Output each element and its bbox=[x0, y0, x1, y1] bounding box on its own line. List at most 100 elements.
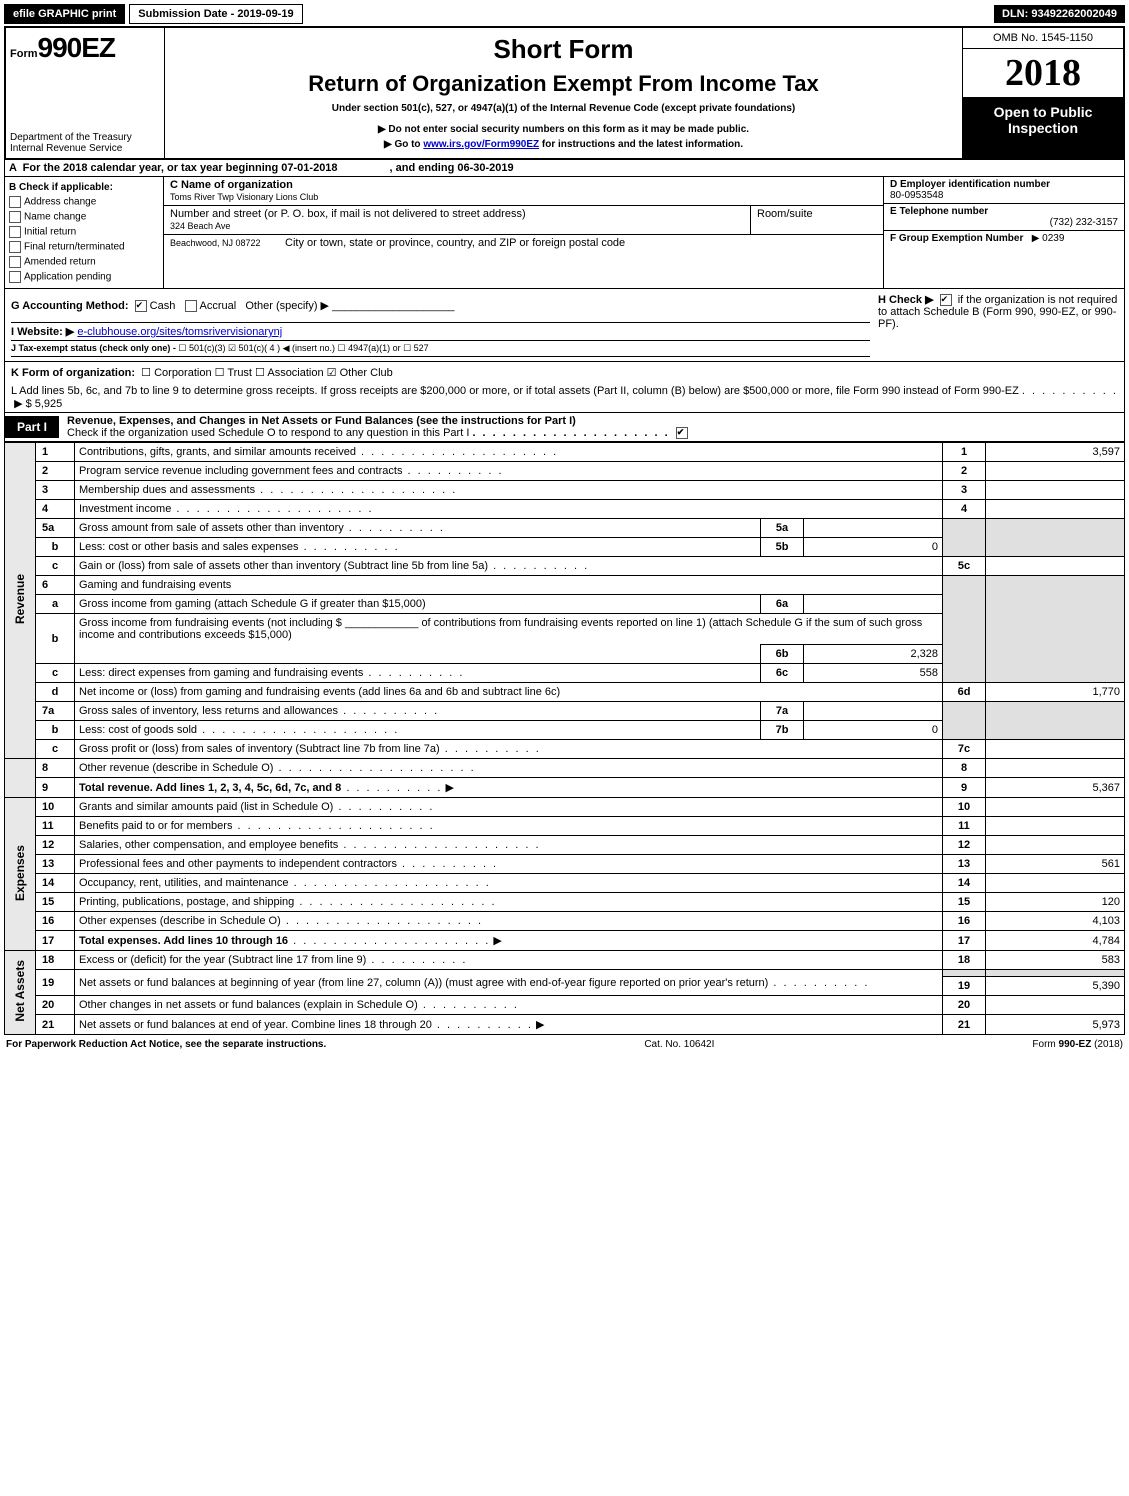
telephone-box: E Telephone number (732) 232-3157 bbox=[884, 204, 1124, 231]
l8-tnum: 8 bbox=[943, 759, 986, 778]
l19-num: 19 bbox=[36, 970, 75, 996]
l8-num: 8 bbox=[36, 759, 75, 778]
d-label: D Employer identification number bbox=[890, 179, 1050, 190]
org-name: Toms River Twp Visionary Lions Club bbox=[170, 192, 318, 202]
b-title: B Check if applicable: bbox=[9, 182, 159, 193]
name-box: C Name of organization Toms River Twp Vi… bbox=[164, 177, 883, 206]
footer: For Paperwork Reduction Act Notice, see … bbox=[4, 1035, 1125, 1054]
l17-num: 17 bbox=[36, 931, 75, 951]
l21-tnum: 21 bbox=[943, 1015, 986, 1035]
footer-left: For Paperwork Reduction Act Notice, see … bbox=[6, 1039, 326, 1050]
l6c-sval: 558 bbox=[804, 664, 943, 683]
l4-num: 4 bbox=[36, 500, 75, 519]
row-b: B Check if applicable: Address change Na… bbox=[5, 177, 1124, 288]
l18-tval: 583 bbox=[986, 951, 1125, 970]
l18-tnum: 18 bbox=[943, 951, 986, 970]
l6a-num: a bbox=[36, 595, 75, 614]
check-cash[interactable] bbox=[135, 300, 147, 312]
part1-header: Part I Revenue, Expenses, and Changes in… bbox=[4, 413, 1125, 442]
efile-print-button[interactable]: efile GRAPHIC print bbox=[4, 4, 125, 24]
l16-tnum: 16 bbox=[943, 912, 986, 931]
col-b-checkboxes: B Check if applicable: Address change Na… bbox=[5, 177, 164, 288]
l6d-desc: Net income or (loss) from gaming and fun… bbox=[75, 683, 943, 702]
check-initial-return[interactable]: Initial return bbox=[9, 226, 159, 238]
l9-num: 9 bbox=[36, 778, 75, 798]
l11-tval bbox=[986, 817, 1125, 836]
l5c-desc: Gain or (loss) from sale of assets other… bbox=[75, 557, 943, 576]
l4-desc: Investment income bbox=[75, 500, 943, 519]
l15-num: 15 bbox=[36, 893, 75, 912]
l6b-snum: 6b bbox=[761, 645, 804, 664]
l7a-sval bbox=[804, 702, 943, 721]
l6a-desc: Gross income from gaming (attach Schedul… bbox=[75, 595, 761, 614]
l5c-tnum: 5c bbox=[943, 557, 986, 576]
l15-tnum: 15 bbox=[943, 893, 986, 912]
address-box: Number and street (or P. O. box, if mail… bbox=[164, 206, 883, 235]
l18-desc: Excess or (deficit) for the year (Subtra… bbox=[75, 951, 943, 970]
l14-tval bbox=[986, 874, 1125, 893]
k-line: K Form of organization: ☐ Corporation ☐ … bbox=[4, 362, 1125, 383]
l7b-desc: Less: cost of goods sold bbox=[75, 721, 761, 740]
l21-tval: 5,973 bbox=[986, 1015, 1125, 1035]
l6c-num: c bbox=[36, 664, 75, 683]
netassets-side-label: Net Assets bbox=[5, 951, 36, 1035]
l5-shade bbox=[943, 519, 986, 557]
mid-section: G Accounting Method: Cash Accrual Other … bbox=[4, 289, 1125, 362]
l13-tval: 561 bbox=[986, 855, 1125, 874]
website-link[interactable]: e-clubhouse.org/sites/tomsrivervisionary… bbox=[77, 326, 282, 338]
check-amended-return[interactable]: Amended return bbox=[9, 256, 159, 268]
irs-link[interactable]: www.irs.gov/Form990EZ bbox=[423, 139, 539, 150]
l21-desc: Net assets or fund balances at end of ye… bbox=[75, 1015, 943, 1035]
check-application-pending[interactable]: Application pending bbox=[9, 271, 159, 283]
l17-tval: 4,784 bbox=[986, 931, 1125, 951]
department-block: Department of the Treasury Internal Reve… bbox=[10, 132, 160, 154]
l12-num: 12 bbox=[36, 836, 75, 855]
l15-desc: Printing, publications, postage, and shi… bbox=[75, 893, 943, 912]
l16-desc: Other expenses (describe in Schedule O) bbox=[75, 912, 943, 931]
part1-title: Revenue, Expenses, and Changes in Net As… bbox=[59, 413, 1124, 441]
check-name-change[interactable]: Name change bbox=[9, 211, 159, 223]
street-label: Number and street (or P. O. box, if mail… bbox=[170, 208, 526, 220]
j-line: J Tax-exempt status (check only one) - ☐… bbox=[11, 341, 870, 357]
l20-tval bbox=[986, 996, 1125, 1015]
l5a-desc: Gross amount from sale of assets other t… bbox=[75, 519, 761, 538]
l3-num: 3 bbox=[36, 481, 75, 500]
check-part1-schedule-o[interactable] bbox=[676, 427, 688, 439]
l5a-snum: 5a bbox=[761, 519, 804, 538]
g-line: G Accounting Method: Cash Accrual Other … bbox=[11, 293, 870, 318]
telephone-value: (732) 232-3157 bbox=[890, 217, 1118, 228]
l2-tnum: 2 bbox=[943, 462, 986, 481]
arrow-website: ▶ Go to www.irs.gov/Form990EZ for instru… bbox=[173, 139, 954, 150]
header-center: Short Form Return of Organization Exempt… bbox=[165, 28, 962, 158]
expenses-side-label: Expenses bbox=[5, 798, 36, 951]
l19-tval: 5,390 bbox=[986, 977, 1125, 996]
f-label: F Group Exemption Number bbox=[890, 233, 1023, 244]
col-b-center: C Name of organization Toms River Twp Vi… bbox=[164, 177, 883, 288]
l6b-num: b bbox=[36, 614, 75, 664]
return-title: Return of Organization Exempt From Incom… bbox=[173, 71, 954, 97]
l14-desc: Occupancy, rent, utilities, and maintena… bbox=[75, 874, 943, 893]
l9-desc: Total revenue. Add lines 1, 2, 3, 4, 5c,… bbox=[75, 778, 943, 798]
check-address-change[interactable]: Address change bbox=[9, 196, 159, 208]
l6-shade-val bbox=[986, 576, 1125, 683]
check-final-return[interactable]: Final return/terminated bbox=[9, 241, 159, 253]
top-bar-left: efile GRAPHIC print Submission Date - 20… bbox=[4, 4, 303, 24]
l2-tval bbox=[986, 462, 1125, 481]
check-accrual[interactable] bbox=[185, 300, 197, 312]
l11-tnum: 11 bbox=[943, 817, 986, 836]
l7b-sval: 0 bbox=[804, 721, 943, 740]
group-exemption-box: F Group Exemption Number ▶ 0239 bbox=[884, 231, 1124, 246]
l7-shade-val bbox=[986, 702, 1125, 740]
l6a-sval bbox=[804, 595, 943, 614]
l6a-snum: 6a bbox=[761, 595, 804, 614]
l12-desc: Salaries, other compensation, and employ… bbox=[75, 836, 943, 855]
l6d-tnum: 6d bbox=[943, 683, 986, 702]
check-h[interactable] bbox=[940, 294, 952, 306]
header-right: OMB No. 1545-1150 2018 Open to Public In… bbox=[962, 28, 1123, 158]
city-label: City or town, state or province, country… bbox=[285, 237, 625, 249]
l7c-num: c bbox=[36, 740, 75, 759]
l5c-tval bbox=[986, 557, 1125, 576]
group-exemption-value: ▶ 0239 bbox=[1032, 233, 1065, 244]
short-form-title: Short Form bbox=[173, 34, 954, 65]
l20-num: 20 bbox=[36, 996, 75, 1015]
